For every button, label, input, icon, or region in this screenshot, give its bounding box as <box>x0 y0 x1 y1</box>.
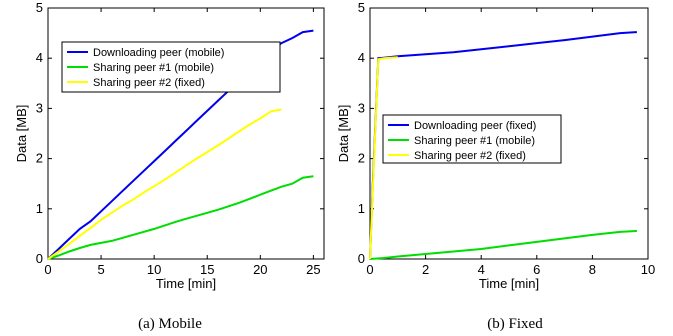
y-tick-label: 4 <box>358 50 365 65</box>
x-tick-label: 0 <box>44 262 51 277</box>
x-tick-label: 4 <box>478 262 485 277</box>
plot-frame <box>369 7 649 260</box>
x-tick-label: 8 <box>589 262 596 277</box>
x-tick-label: 5 <box>97 262 104 277</box>
y-axis-label: Data [MB] <box>14 105 29 163</box>
legend: Downloading peer (fixed) Sharing peer #1 … <box>382 114 562 164</box>
y-tick-label: 3 <box>358 100 365 115</box>
y-tick-label: 3 <box>36 100 43 115</box>
y-tick-label: 4 <box>36 50 43 65</box>
x-tick-label: 2 <box>422 262 429 277</box>
legend-box <box>61 41 281 93</box>
x-tick-label: 0 <box>366 262 373 277</box>
y-axis-label: Data [MB] <box>336 105 351 163</box>
chart-panel-1: 0 5 10 15 20 25 0 1 2 3 4 5 Time [min] Data [MB] Downl… <box>14 0 325 332</box>
y-tick-label: 2 <box>358 151 365 166</box>
series-line-3 <box>47 108 282 260</box>
x-tick-label: 15 <box>200 262 214 277</box>
x-tick-label: 10 <box>641 262 655 277</box>
chart-panel-2: 0 2 4 6 8 10 0 1 2 3 4 5 Time [min] Data [MB] Download… <box>336 0 655 332</box>
legend-entry: Sharing peer #1 (mobile) <box>93 62 214 74</box>
legend-box <box>382 114 562 164</box>
x-axis-label: Time [min] <box>479 276 539 291</box>
legend-entry: Downloading peer (mobile) <box>93 47 224 59</box>
y-tick-label: 0 <box>36 251 43 266</box>
x-axis-label: Time [min] <box>156 276 216 291</box>
legend-entry: Downloading peer (fixed) <box>414 120 536 132</box>
subfigure-caption: (a) Mobile <box>138 316 202 332</box>
y-tick-label: 0 <box>358 251 365 266</box>
y-tick-label: 2 <box>36 151 43 166</box>
series-line-3 <box>369 56 398 260</box>
x-tick-label: 6 <box>533 262 540 277</box>
legend-entry: Sharing peer #2 (fixed) <box>93 77 205 89</box>
legend-entry: Sharing peer #1 (mobile) <box>414 135 535 147</box>
x-tick-label: 20 <box>253 262 267 277</box>
y-tick-label: 5 <box>358 0 365 15</box>
legend: Downloading peer (mobile) Sharing peer #1… <box>61 41 281 93</box>
legend-entry: Sharing peer #2 (fixed) <box>414 150 526 162</box>
series-line-2 <box>369 229 637 260</box>
y-tick-label: 1 <box>358 201 365 216</box>
subfigure-caption: (b) Fixed <box>487 316 543 332</box>
plot-frame <box>47 7 325 260</box>
series-line-2 <box>47 175 314 260</box>
x-tick-label: 10 <box>147 262 161 277</box>
x-tick-label: 25 <box>306 262 320 277</box>
y-tick-label: 5 <box>36 0 43 15</box>
y-tick-label: 1 <box>36 201 43 216</box>
